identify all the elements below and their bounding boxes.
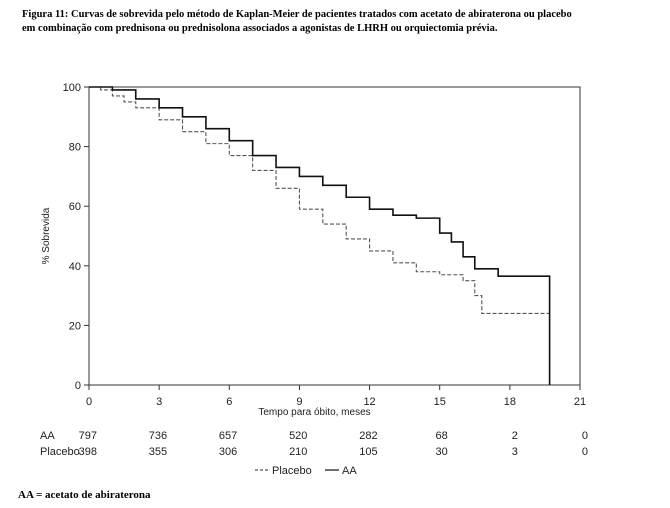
risk-count-0-0: 797 — [79, 430, 97, 442]
risk-row-label-1: Placebo — [40, 446, 80, 458]
y-tick-label-5: 100 — [63, 82, 81, 94]
risk-count-1-7: 0 — [582, 446, 588, 458]
caption-line-1: Figura 11: Curvas de sobrevida pelo méto… — [22, 9, 572, 20]
risk-count-0-4: 282 — [359, 430, 377, 442]
legend-label-aa: AA — [342, 465, 357, 477]
risk-count-0-6: 2 — [512, 430, 518, 442]
risk-count-0-5: 68 — [435, 430, 447, 442]
x-tick-label-0: 0 — [86, 396, 92, 408]
legend: Placebo AA — [255, 465, 357, 477]
risk-count-1-5: 30 — [435, 446, 447, 458]
y-tick-label-4: 80 — [69, 142, 81, 154]
risk-count-1-0: 398 — [79, 446, 97, 458]
y-tick-label-2: 40 — [69, 261, 81, 273]
figure-caption: Figura 11: Curvas de sobrevida pelo méto… — [22, 8, 662, 36]
x-tick-label-1: 3 — [156, 396, 162, 408]
y-tick-label-0: 0 — [75, 380, 81, 392]
x-axis-label: Tempo para óbito, meses — [258, 407, 370, 418]
risk-count-0-7: 0 — [582, 430, 588, 442]
legend-label-placebo: Placebo — [272, 465, 312, 477]
x-tick-label-4: 12 — [363, 396, 375, 408]
y-tick-label-3: 60 — [69, 201, 81, 213]
x-tick-label-6: 18 — [504, 396, 516, 408]
x-tick-label-2: 6 — [226, 396, 232, 408]
risk-count-1-1: 355 — [149, 446, 167, 458]
plot-frame — [88, 86, 581, 386]
risk-count-1-2: 306 — [219, 446, 237, 458]
risk-count-0-3: 520 — [289, 430, 307, 442]
footnote: AA = acetato de abiraterona — [18, 489, 151, 501]
y-axis-label: % Sobrevida — [41, 207, 52, 264]
x-tick-label-5: 15 — [434, 396, 446, 408]
x-tick-label-7: 21 — [574, 396, 586, 408]
series-line-placebo — [89, 86, 550, 315]
risk-count-1-6: 3 — [512, 446, 518, 458]
risk-count-1-4: 105 — [359, 446, 377, 458]
x-tick-label-3: 9 — [296, 396, 302, 408]
caption-line-2: em combinação com prednisona ou predniso… — [22, 23, 498, 34]
risk-count-1-3: 210 — [289, 446, 307, 458]
y-tick-label-1: 20 — [69, 320, 81, 332]
risk-count-0-2: 657 — [219, 430, 237, 442]
series-line-aa — [89, 86, 551, 385]
risk-count-0-1: 736 — [149, 430, 167, 442]
risk-row-label-0: AA — [40, 430, 55, 442]
